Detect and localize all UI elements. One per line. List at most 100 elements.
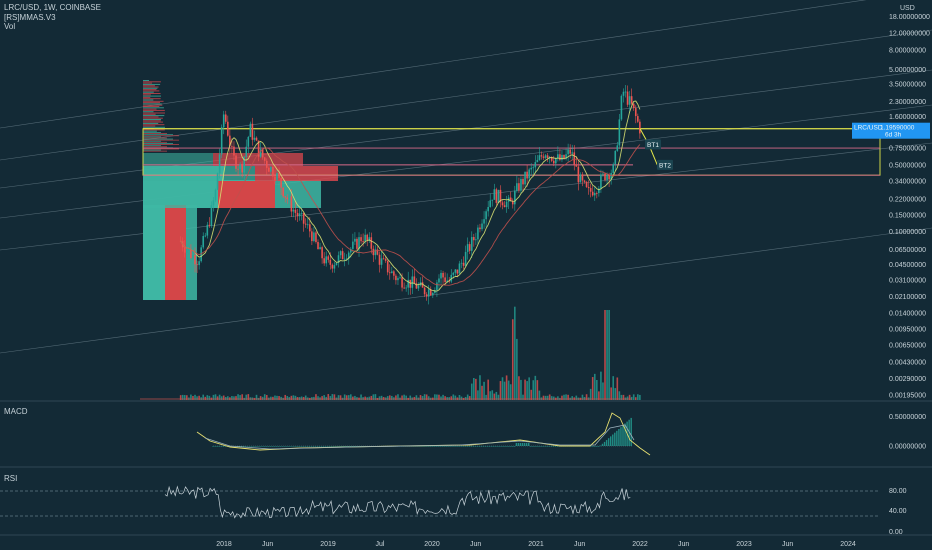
price-candle xyxy=(245,146,248,157)
macd-histogram-bar xyxy=(456,446,458,447)
price-candle xyxy=(501,202,504,206)
price-candle xyxy=(237,168,239,170)
macd-histogram-bar xyxy=(228,446,231,447)
price-candle xyxy=(331,264,334,269)
volume-bar xyxy=(600,371,602,400)
price-candle xyxy=(274,176,276,181)
volume-bar xyxy=(602,382,604,400)
volume-profile-bar xyxy=(143,115,165,117)
volume-bar xyxy=(179,395,182,400)
price-candle xyxy=(600,174,602,189)
macd-histogram-bar xyxy=(554,446,557,447)
macd-histogram-bar xyxy=(433,446,436,447)
price-candle xyxy=(247,136,250,147)
macd-histogram-bar xyxy=(601,443,604,446)
volume-profile-bar xyxy=(143,91,154,93)
volume-profile-bar xyxy=(143,134,173,136)
price-candle xyxy=(372,248,375,256)
macd-histogram-bar xyxy=(255,446,257,447)
price-axis-tick: 0.34000000 xyxy=(889,178,926,185)
rsi-axis-tick: 80.00 xyxy=(889,488,907,495)
indicator-mmas-label[interactable]: [RS]MMAS.V3 xyxy=(4,13,56,22)
volume-bar xyxy=(596,379,598,400)
volume-bar xyxy=(298,397,301,400)
volume-bar xyxy=(276,395,278,400)
price-candle xyxy=(243,156,246,173)
price-candle xyxy=(591,191,594,196)
volume-profile-bar xyxy=(143,87,158,89)
price-candle xyxy=(487,207,489,212)
price-candle xyxy=(593,193,596,196)
macd-histogram-bar xyxy=(435,446,438,447)
volume-bar xyxy=(255,394,258,400)
price-candle xyxy=(544,155,547,158)
volume-profile-bar xyxy=(143,109,165,111)
indicator-vol-label[interactable]: Vol xyxy=(4,22,16,31)
rsi-pane-label[interactable]: RSI xyxy=(4,474,18,483)
price-candle xyxy=(516,183,518,191)
price-axis-tick: 1.60000000 xyxy=(889,114,926,121)
volume-bar xyxy=(434,394,436,400)
volume-bar xyxy=(302,396,305,400)
time-axis-tick: Jul xyxy=(376,541,385,548)
volume-bar xyxy=(192,395,194,400)
volume-bar xyxy=(608,310,610,400)
volume-bar xyxy=(401,395,403,400)
macd-histogram-bar xyxy=(480,446,483,447)
macd-histogram-bar xyxy=(214,446,216,447)
macd-histogram-bar xyxy=(249,446,251,447)
time-axis-tick: 2021 xyxy=(528,541,544,548)
price-candle xyxy=(323,258,325,264)
price-candle xyxy=(503,205,506,208)
price-candle xyxy=(444,277,446,282)
price-axis-tick: 0.00650000 xyxy=(889,342,926,349)
volume-profile-bar xyxy=(143,94,151,96)
price-candle xyxy=(257,140,260,157)
price-candle xyxy=(186,250,188,253)
volume-bar xyxy=(575,395,578,400)
macd-histogram-bar xyxy=(320,446,323,447)
volume-bar xyxy=(571,396,574,400)
volume-bar xyxy=(235,396,237,400)
macd-histogram-bar xyxy=(220,446,222,447)
macd-pane-label[interactable]: MACD xyxy=(4,407,28,416)
volume-profile-bar xyxy=(143,112,165,114)
macd-histogram-bar xyxy=(595,446,598,447)
volume-profile-bar xyxy=(143,89,157,91)
price-candle xyxy=(587,186,590,189)
price-candle xyxy=(378,254,381,265)
volume-bar xyxy=(452,394,455,400)
price-candle xyxy=(255,137,258,141)
volume-profile-bar xyxy=(143,111,154,113)
price-candle xyxy=(284,196,287,198)
macd-histogram-bar xyxy=(515,443,518,446)
volume-bar xyxy=(546,395,549,400)
volume-profile-bar xyxy=(143,117,163,119)
volume-profile-bar xyxy=(143,85,155,87)
last-price-tag xyxy=(852,122,930,139)
macd-histogram-bar xyxy=(523,443,526,446)
macd-histogram-bar xyxy=(337,446,339,447)
volume-bar xyxy=(270,396,272,400)
macd-histogram-bar xyxy=(618,428,620,446)
volume-bar xyxy=(374,394,377,400)
volume-bar xyxy=(616,377,619,400)
price-candle xyxy=(218,154,221,174)
price-candle xyxy=(374,249,377,256)
time-axis-tick: Jun xyxy=(470,541,481,548)
volume-bar xyxy=(208,395,211,400)
volume-bar xyxy=(581,394,584,400)
price-candle xyxy=(288,196,291,200)
price-candle xyxy=(278,172,280,178)
volume-profile-bar xyxy=(143,143,173,144)
price-candle xyxy=(440,272,442,279)
volume-bar xyxy=(614,388,617,400)
price-axis-tick: 0.06500000 xyxy=(889,247,926,254)
macd-histogram-bar xyxy=(489,446,491,447)
price-candle xyxy=(538,155,541,160)
macd-histogram-bar xyxy=(238,446,241,447)
volume-bar xyxy=(561,395,563,400)
price-candle xyxy=(616,145,619,151)
